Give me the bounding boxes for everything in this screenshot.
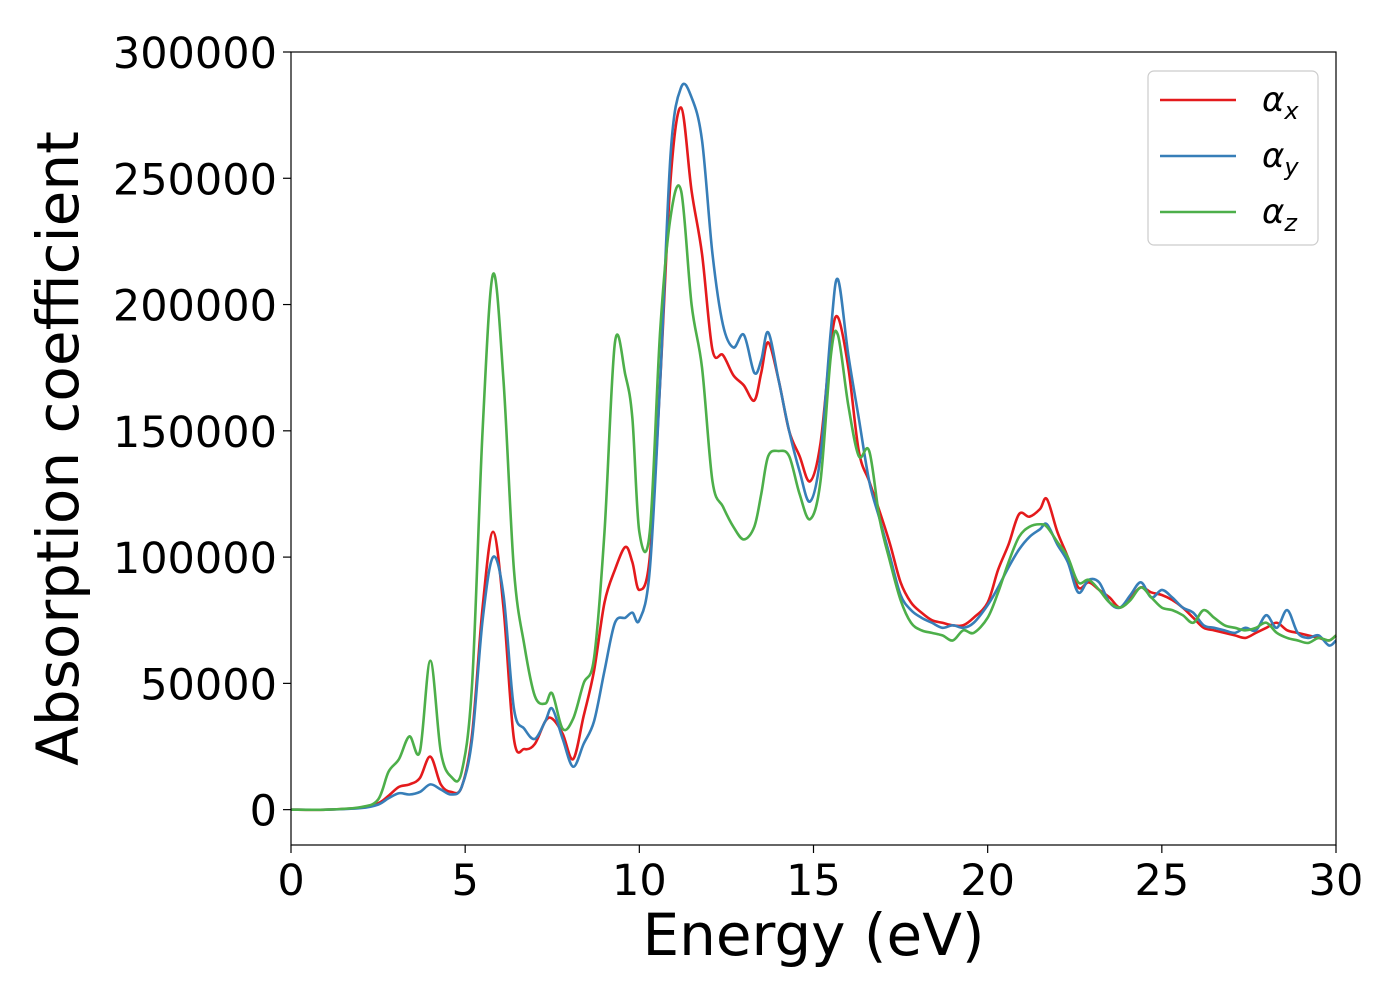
x-tick-label: 20 (960, 856, 1015, 906)
legend-box (1147, 70, 1319, 246)
x-tick-label: 0 (277, 856, 304, 906)
x-tick-label: 30 (1309, 856, 1364, 906)
legend-subscript: z (1283, 209, 1298, 237)
y-tick-label: 300000 (113, 29, 277, 79)
legend-label-x: αx (1262, 80, 1299, 125)
y-tick-label: 200000 (113, 282, 277, 332)
legend-symbol: α (1262, 80, 1284, 120)
series-line-z (290, 184, 1337, 812)
y-axis-label: Absorption coefficient (24, 131, 92, 766)
x-axis: 0 5 10 15 20 25 30 (277, 845, 1363, 906)
x-axis-label: Energy (eV) (642, 901, 984, 969)
y-tick-label: 50000 (140, 660, 277, 710)
y-tick-label: 250000 (113, 155, 277, 205)
x-tick-label: 15 (786, 856, 841, 906)
legend-symbol: α (1262, 192, 1284, 232)
y-tick-label: 150000 (113, 408, 277, 458)
y-tick-label: 100000 (113, 534, 277, 584)
legend-label-y: αy (1262, 136, 1299, 181)
legend-label-z: αz (1262, 192, 1298, 237)
y-tick-label: 0 (250, 787, 277, 837)
x-tick-label: 5 (451, 856, 478, 906)
series-line-y (290, 82, 1337, 812)
y-axis: 0 50000 100000 150000 200000 250000 300000 (113, 29, 291, 837)
legend-subscript: x (1283, 97, 1299, 125)
legend-symbol: α (1262, 136, 1284, 176)
legend-subscript: y (1283, 153, 1299, 181)
x-tick-label: 10 (612, 856, 667, 906)
x-tick-label: 25 (1134, 856, 1189, 906)
series-layer (290, 82, 1337, 812)
